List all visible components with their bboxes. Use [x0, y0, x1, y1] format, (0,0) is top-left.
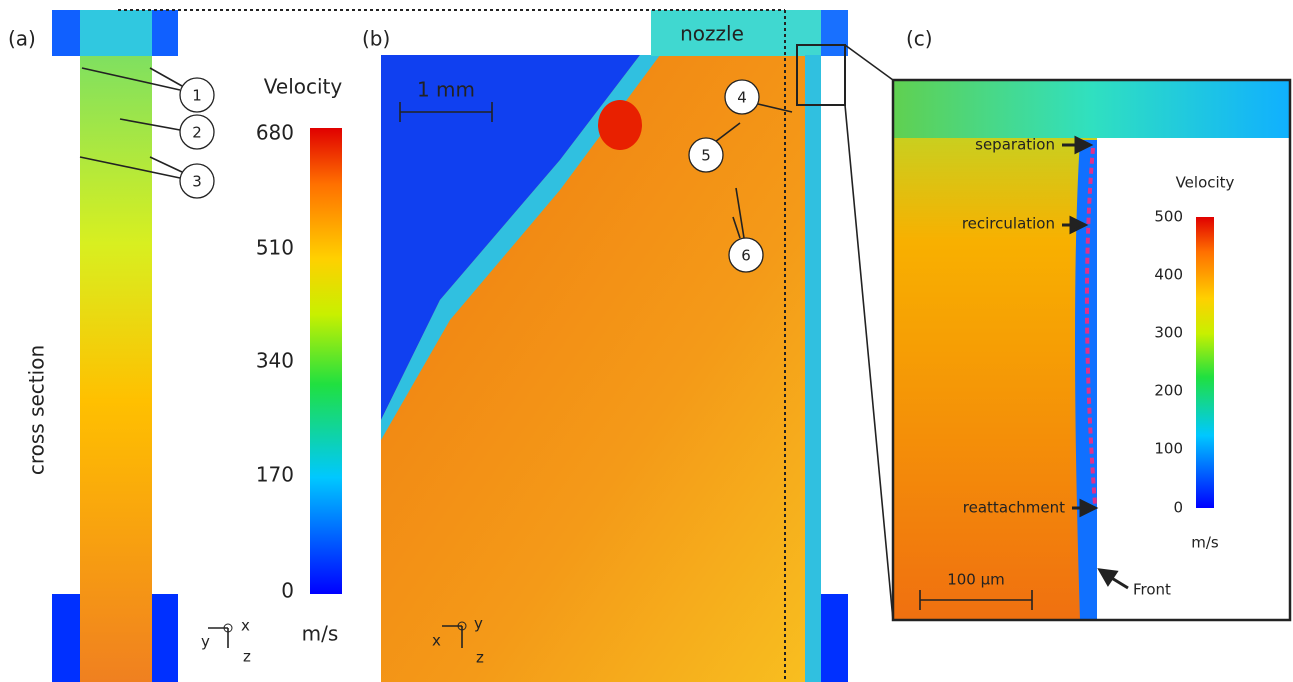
- leader: [150, 68, 182, 86]
- colorbar-tick: 200: [1154, 382, 1183, 400]
- colorbar: [1196, 217, 1214, 508]
- colorbar-tick: 300: [1154, 324, 1183, 342]
- colorbar-tick: 510: [256, 236, 294, 260]
- colorbar-tick: 0: [1173, 499, 1183, 517]
- colorbar-tick: 340: [256, 349, 294, 373]
- annotation: reattachment: [963, 499, 1065, 517]
- annotation: separation: [975, 136, 1055, 154]
- outlet-block: [821, 594, 848, 682]
- axis-label: x: [432, 632, 441, 650]
- callout-number: 5: [701, 147, 711, 165]
- leader: [150, 157, 182, 172]
- colorbar-tick: 0: [281, 579, 294, 603]
- zoom-line: [845, 45, 893, 80]
- channel-field: [80, 56, 152, 682]
- axis-label: y: [201, 633, 210, 651]
- top-flow: [893, 80, 1290, 138]
- nozzle-block: [821, 10, 848, 56]
- callout-number: 6: [741, 247, 751, 265]
- callout-number: 4: [737, 89, 747, 107]
- hot-spot: [598, 100, 642, 150]
- panel-label: (c): [906, 27, 933, 51]
- page: (a) cross section 1 2 3 Velocity m/s 680…: [0, 0, 1293, 682]
- axis-label: z: [476, 649, 484, 667]
- panel-label: (b): [362, 27, 390, 51]
- callout-number: 1: [192, 87, 202, 105]
- colorbar-tick: 170: [256, 463, 294, 487]
- axis-label: x: [241, 617, 250, 635]
- wall-layer: [805, 55, 821, 682]
- axis-triad: x y z: [201, 617, 251, 666]
- annotation: Front: [1133, 581, 1171, 599]
- recirculation-zone: [1075, 140, 1097, 620]
- nozzle-label: nozzle: [680, 22, 744, 46]
- callout-number: 2: [192, 124, 202, 142]
- panel-label: (a): [8, 27, 36, 51]
- annotation: recirculation: [962, 215, 1055, 233]
- colorbar-tick: 680: [256, 121, 294, 145]
- colorbar: [310, 128, 342, 594]
- colorbar-title: Velocity: [264, 75, 343, 99]
- colorbar-tick: 400: [1154, 266, 1183, 284]
- figure: (a) cross section 1 2 3 Velocity m/s 680…: [0, 0, 1293, 682]
- colorbar-title: Velocity: [1176, 174, 1235, 192]
- scale-label: 100 µm: [947, 571, 1005, 589]
- outlet-block: [152, 594, 178, 682]
- zoom-line: [845, 105, 893, 620]
- outlet-block: [52, 594, 80, 682]
- side-label: cross section: [25, 345, 49, 475]
- axis-label: y: [474, 615, 483, 633]
- colorbar-unit: m/s: [1191, 534, 1219, 552]
- inlet-core: [80, 10, 152, 56]
- colorbar-tick: 100: [1154, 440, 1183, 458]
- colorbar-tick: 500: [1154, 208, 1183, 226]
- scale-label: 1 mm: [417, 78, 475, 102]
- callout-number: 3: [192, 173, 202, 191]
- colorbar-unit: m/s: [302, 622, 339, 646]
- axis-label: z: [243, 648, 251, 666]
